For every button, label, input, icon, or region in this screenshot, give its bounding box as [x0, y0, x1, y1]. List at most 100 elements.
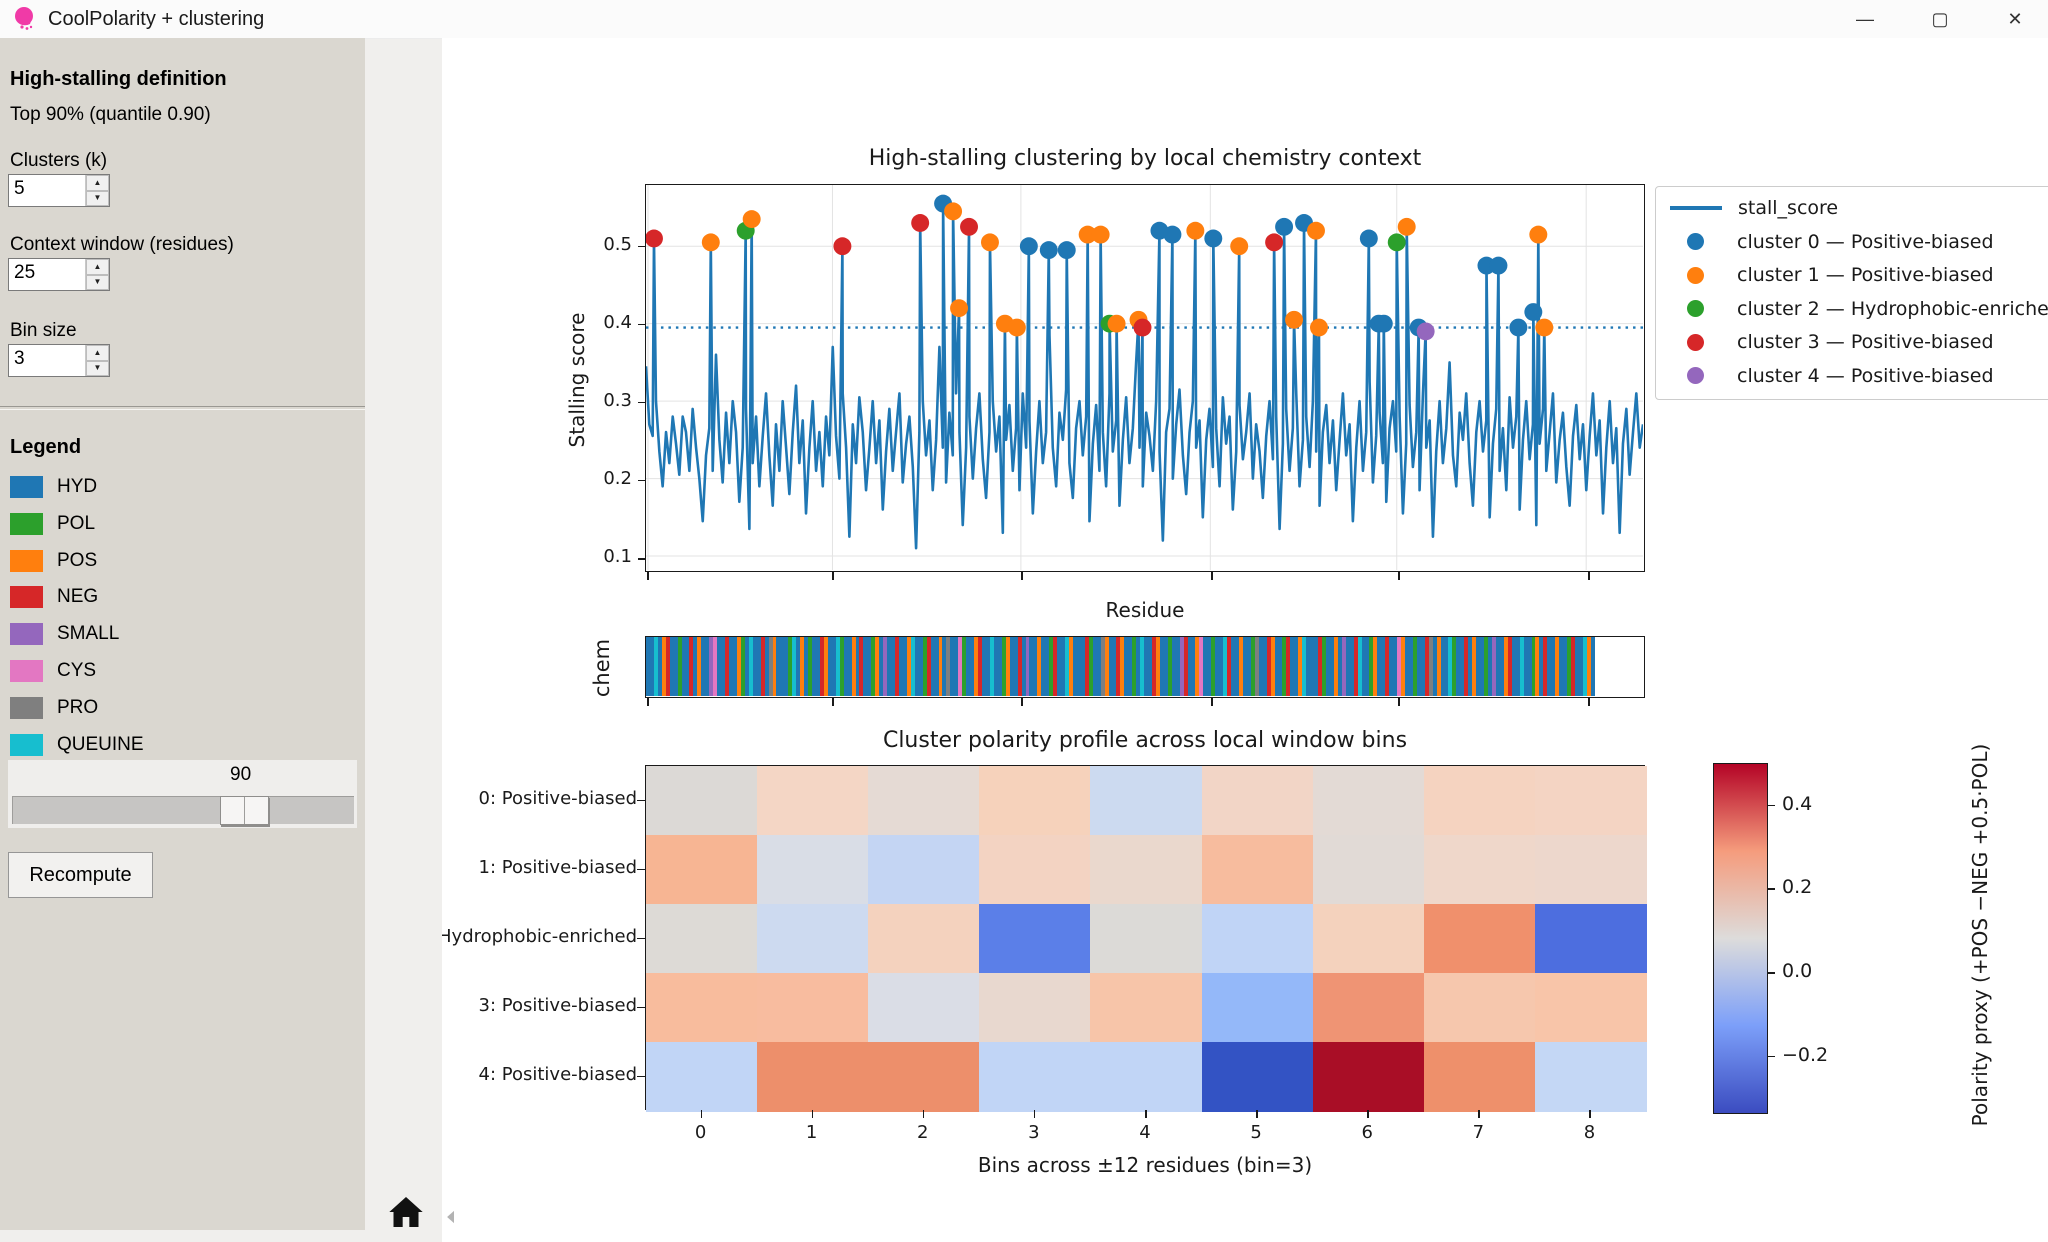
context-window-value[interactable]: 25 — [14, 262, 36, 283]
colorbar-tick-label: 0.0 — [1782, 959, 1813, 982]
chem-residue — [673, 637, 678, 696]
chem-residue — [1041, 637, 1046, 696]
context-down-arrow[interactable]: ▼ — [86, 274, 109, 290]
chem-residue — [1488, 637, 1492, 696]
clusters-value[interactable]: 5 — [14, 178, 25, 199]
chem-residue — [1436, 637, 1441, 696]
context-up-arrow[interactable]: ▲ — [86, 259, 109, 275]
heatmap-col-tick — [1145, 1110, 1147, 1118]
heatmap-col-label-2: 2 — [917, 1122, 929, 1143]
control-sidebar: High-stalling definition Top 90% (quanti… — [0, 38, 365, 1230]
chem-residue — [1013, 637, 1018, 696]
chem-residue — [1563, 637, 1568, 696]
chem-residue — [1523, 637, 1528, 696]
title-bar: CoolPolarity + clustering — ▢ ✕ — [0, 0, 2048, 39]
chem-residue — [1456, 637, 1461, 696]
context-window-spinbox[interactable]: 25 ▲ ▼ — [8, 258, 110, 291]
chem-residue — [1590, 637, 1595, 696]
bin-size-spinbox[interactable]: 3 ▲ ▼ — [8, 344, 110, 377]
section-title: High-stalling definition — [10, 68, 227, 90]
legend-swatch-pol — [10, 512, 43, 535]
heatmap-cell-r0c6 — [1312, 766, 1425, 836]
chem-residue — [669, 637, 674, 696]
chem-residue — [1270, 637, 1275, 696]
colorbar-label: Polarity proxy (+POS −NEG +0.5·POL) — [1968, 743, 1992, 1127]
heatmap-row-tick — [637, 868, 645, 871]
heatmap-cell-r4c6 — [1312, 1042, 1425, 1112]
chem-residue — [942, 637, 947, 696]
chem-residue — [978, 637, 983, 696]
heatmap-cell-r0c0 — [646, 766, 758, 836]
plot-legend-entry-4: cluster 3 — Positive-biased — [1670, 329, 1994, 355]
chem-residue — [997, 637, 1002, 696]
maximize-button[interactable]: ▢ — [1931, 8, 1949, 29]
chem-residue — [1045, 637, 1050, 696]
back-icon[interactable] — [440, 1196, 454, 1238]
heatmap-cell-r3c2 — [868, 973, 980, 1043]
bin-down-arrow[interactable]: ▼ — [86, 360, 109, 376]
chem-residue — [1424, 637, 1429, 696]
chem-residue — [1112, 637, 1117, 696]
y-tick-0.5: 0.5 — [603, 233, 632, 255]
heatmap-cell-r4c3 — [979, 1042, 1091, 1112]
chem-residue — [1021, 637, 1026, 696]
chem-residue — [871, 637, 876, 696]
heatmap-cell-r4c4 — [1090, 1042, 1203, 1112]
minimize-button[interactable]: — — [1856, 8, 1874, 29]
recompute-button[interactable]: Recompute — [8, 852, 153, 898]
chem-residue — [1195, 637, 1200, 696]
legend-dot-sample — [1687, 300, 1704, 317]
chem-residue — [1227, 637, 1232, 696]
chem-residue — [899, 637, 903, 696]
bin-up-arrow[interactable]: ▲ — [86, 345, 109, 361]
chem-residue — [717, 637, 722, 696]
slider-trough[interactable] — [12, 796, 354, 825]
chem-residue — [1405, 637, 1409, 696]
slider-handle[interactable] — [220, 796, 269, 825]
clusters-down-arrow[interactable]: ▼ — [86, 190, 109, 206]
chem-residue — [1341, 637, 1346, 696]
heatmap-cell-r2c7 — [1423, 904, 1536, 974]
chem-residue — [1567, 637, 1572, 696]
heatmap-x-axis-label: Bins across ±12 residues (bin=3) — [977, 1153, 1313, 1177]
legend-entry-label: cluster 0 — Positive-biased — [1737, 230, 1994, 253]
y-tick-mark — [638, 245, 645, 248]
bin-size-value[interactable]: 3 — [14, 348, 25, 369]
colorbar-tick-label: −0.2 — [1782, 1043, 1829, 1066]
line-chart-axes — [644, 184, 1645, 572]
legend-item-small: SMALL — [10, 619, 119, 649]
chem-residue — [1389, 637, 1394, 696]
chem-residue — [1318, 637, 1322, 696]
chem-residue — [685, 637, 690, 696]
chem-residue — [784, 637, 789, 696]
chem-residue — [1116, 637, 1121, 696]
chem-residue — [1029, 637, 1034, 696]
chem-residue — [883, 637, 888, 696]
legend-item-queuine: QUEUINE — [10, 730, 144, 760]
plot-legend: stall_score cluster 0 — Positive-biased cl… — [1655, 186, 2048, 400]
app-icon — [15, 7, 33, 30]
chem-residue — [1017, 637, 1022, 696]
chem-residue — [792, 637, 797, 696]
clusters-spinbox[interactable]: 5 ▲ ▼ — [8, 174, 110, 207]
chem-residue — [1100, 637, 1105, 696]
heatmap-cell-r1c8 — [1534, 835, 1647, 905]
clusters-up-arrow[interactable]: ▲ — [86, 175, 109, 191]
chem-label: chem — [590, 638, 614, 698]
chem-residue — [985, 637, 990, 696]
legend-label: PRO — [57, 696, 99, 718]
chem-residue — [1578, 637, 1583, 696]
slider-value-label: 90 — [230, 764, 252, 785]
chem-residue — [709, 637, 714, 696]
home-icon[interactable] — [386, 1192, 426, 1232]
close-button[interactable]: ✕ — [2007, 8, 2023, 29]
y-tick-mark — [638, 479, 645, 482]
heatmap-col-label-3: 3 — [1028, 1122, 1040, 1143]
chem-residue — [1140, 637, 1145, 696]
chem-residue — [1294, 637, 1299, 696]
chem-residue — [772, 637, 777, 696]
heatmap-cell-r1c7 — [1423, 835, 1536, 905]
chem-residue — [1345, 637, 1350, 696]
heatmap-col-label-4: 4 — [1139, 1122, 1151, 1143]
quantile-slider[interactable]: 90 — [8, 760, 357, 828]
